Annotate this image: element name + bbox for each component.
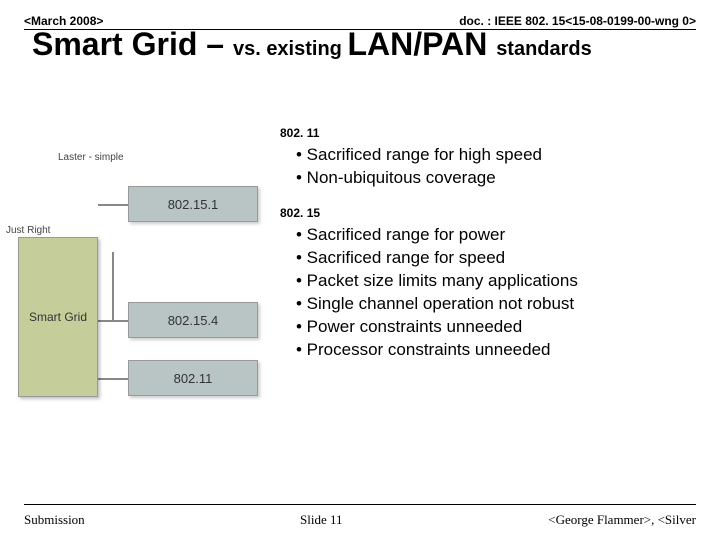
- faster-label: Laster - simple: [58, 147, 128, 167]
- title-part-4: standards: [496, 38, 592, 60]
- title-part-3: LAN/PAN: [347, 26, 496, 62]
- section-80215-bullets: • Sacrificed range for power • Sacrifice…: [296, 224, 578, 362]
- bullet-item: • Packet size limits many applications: [296, 270, 578, 293]
- std-80215-1-box: 802.15.1: [128, 186, 258, 222]
- footer-rule: [24, 504, 696, 505]
- std-80211-box: 802.11: [128, 360, 258, 396]
- title-part-2: vs. existing: [233, 38, 348, 60]
- connector-line: [112, 252, 114, 322]
- smart-grid-box: Smart Grid: [18, 237, 98, 397]
- section-80215-label: 802. 15: [280, 206, 320, 220]
- page-title: Smart Grid – vs. existing LAN/PAN standa…: [32, 26, 592, 63]
- title-part-1: Smart Grid –: [32, 26, 233, 62]
- bullet-item: • Sacrificed range for speed: [296, 247, 578, 270]
- connector-line: [98, 204, 128, 206]
- bullet-item: • Sacrificed range for power: [296, 224, 578, 247]
- section-80211-label: 802. 11: [280, 126, 319, 140]
- connector-line: [98, 378, 128, 380]
- standards-diagram: Laster - simple Just Right Smart Grid 80…: [12, 212, 272, 422]
- footer-author: <George Flammer>, <Silver: [548, 512, 696, 528]
- bullet-item: • Power constraints unneeded: [296, 316, 578, 339]
- footer-submission: Submission: [24, 512, 85, 528]
- bullet-item: • Single channel operation not robust: [296, 293, 578, 316]
- section-80211-bullets: • Sacrificed range for high speed • Non-…: [296, 144, 542, 190]
- bullet-item: • Processor constraints unneeded: [296, 339, 578, 362]
- bullet-item: • Sacrificed range for high speed: [296, 144, 542, 167]
- footer-slide-number: Slide 11: [300, 512, 343, 528]
- std-80215-4-box: 802.15.4: [128, 302, 258, 338]
- just-right-label: Just Right: [6, 222, 70, 238]
- bullet-item: • Non-ubiquitous coverage: [296, 167, 542, 190]
